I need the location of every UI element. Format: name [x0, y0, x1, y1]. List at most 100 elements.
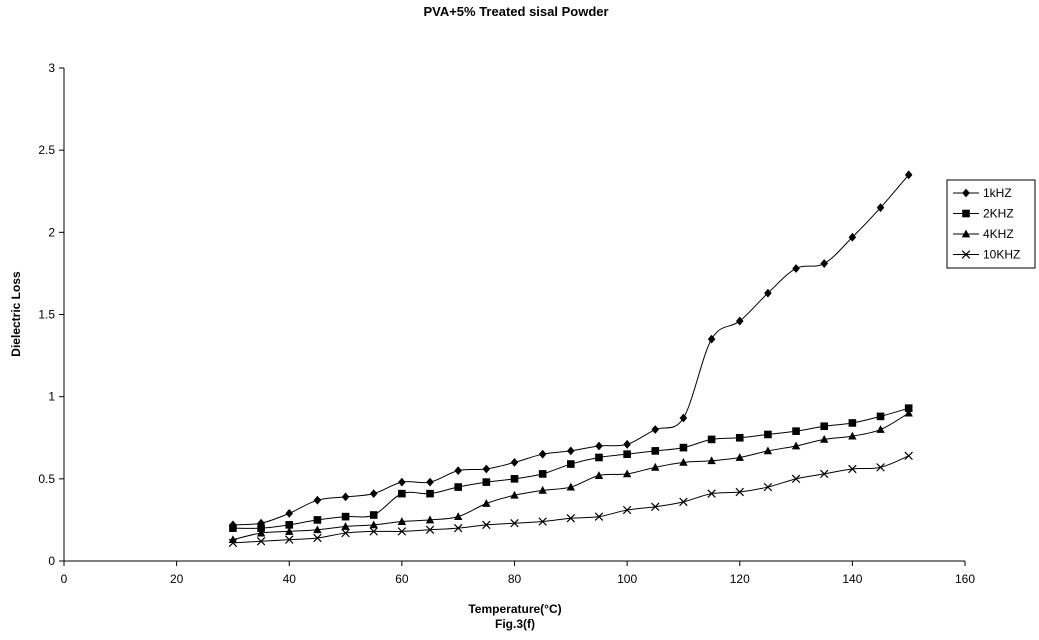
tick-labels: 0 20 40 60 80 100 120 140 160 0 0.5 1 1.5 2 2.5 3 [38, 61, 975, 586]
data-point [229, 524, 237, 532]
legend-marker [961, 250, 971, 259]
y-axis-label: Dielectric Loss [9, 271, 23, 357]
legend-item: 4KHZ [953, 227, 1014, 241]
data-point [679, 413, 688, 423]
data-point [594, 512, 604, 521]
data-point [510, 458, 519, 467]
series-layer [228, 170, 913, 548]
data-point [398, 477, 406, 487]
series-line [232, 407, 909, 529]
data-point [735, 316, 744, 326]
data-point [622, 469, 632, 478]
data-point [398, 489, 406, 498]
x-tick-label: 120 [730, 572, 750, 586]
x-axis-label: Temperature(°C) [468, 602, 561, 616]
data-point [904, 404, 913, 412]
data-point [848, 232, 857, 242]
series-2KHZ [229, 404, 913, 532]
data-point [876, 412, 885, 421]
data-point [369, 527, 378, 536]
x-tick-label: 0 [61, 572, 68, 586]
legend-label: 2KHZ [983, 207, 1014, 221]
data-point [848, 431, 857, 440]
data-point [313, 525, 322, 534]
data-point [707, 435, 716, 444]
data-point [453, 523, 463, 533]
data-point [341, 528, 350, 538]
data-point [341, 512, 350, 521]
x-tick-label: 80 [508, 572, 522, 586]
data-point [397, 527, 407, 536]
data-point [369, 489, 378, 499]
data-point [538, 470, 547, 478]
data-point [594, 471, 604, 479]
data-point [313, 533, 322, 543]
data-point [763, 482, 773, 492]
data-point [341, 522, 350, 530]
data-point [679, 443, 688, 452]
data-point [735, 453, 744, 461]
data-point [369, 511, 378, 519]
data-point [567, 446, 575, 456]
legend-item: 1kHZ [953, 186, 1012, 200]
data-point [848, 419, 857, 427]
series-1kHZ [229, 170, 913, 530]
data-point [510, 475, 519, 483]
data-point [623, 450, 631, 458]
data-point [425, 515, 435, 524]
data-point [256, 528, 266, 537]
data-point [566, 482, 576, 491]
data-point [257, 524, 265, 532]
legend-marker [962, 188, 970, 198]
data-point [454, 466, 462, 476]
data-point [285, 521, 294, 529]
data-point [904, 451, 913, 461]
data-point [426, 489, 434, 498]
data-point [819, 469, 829, 479]
data-point [538, 449, 547, 459]
data-point [454, 483, 462, 491]
data-point [848, 464, 857, 474]
legend: 1kHZ 2KHZ 4KHZ 10KHZ [946, 179, 1036, 269]
legend-label: 4KHZ [983, 227, 1014, 241]
data-point [285, 535, 294, 544]
data-point [482, 520, 491, 530]
y-tick-label: 1.5 [38, 308, 55, 322]
data-point [567, 460, 575, 468]
data-point [313, 516, 322, 524]
data-point [228, 538, 238, 548]
series-line [232, 455, 909, 544]
series-line [232, 174, 910, 526]
data-point [820, 434, 829, 443]
data-point [764, 288, 772, 298]
data-point [285, 508, 294, 518]
data-point [876, 203, 885, 213]
data-point [426, 477, 434, 487]
series-10KHZ [228, 451, 913, 548]
data-point [256, 537, 266, 546]
y-tick-label: 0.5 [38, 472, 55, 486]
data-point [707, 456, 716, 465]
data-point [820, 259, 829, 268]
data-point [763, 446, 773, 455]
data-point [651, 462, 660, 471]
data-point [904, 408, 913, 417]
data-point [651, 447, 660, 455]
data-point [679, 497, 688, 507]
data-point [792, 264, 800, 273]
data-point [820, 422, 829, 431]
data-point [623, 439, 631, 449]
data-point [876, 425, 885, 433]
x-tick-label: 20 [170, 572, 184, 586]
x-tick-label: 160 [955, 572, 975, 586]
legend-marker [961, 229, 971, 238]
y-tick-label: 2 [48, 225, 55, 239]
legend-item: 10KHZ [953, 248, 1020, 262]
data-point [595, 453, 603, 462]
data-point [453, 512, 463, 521]
data-point [707, 334, 716, 344]
data-point [679, 458, 688, 466]
data-point [622, 505, 632, 515]
figure-caption: Fig.3(f) [495, 617, 535, 631]
